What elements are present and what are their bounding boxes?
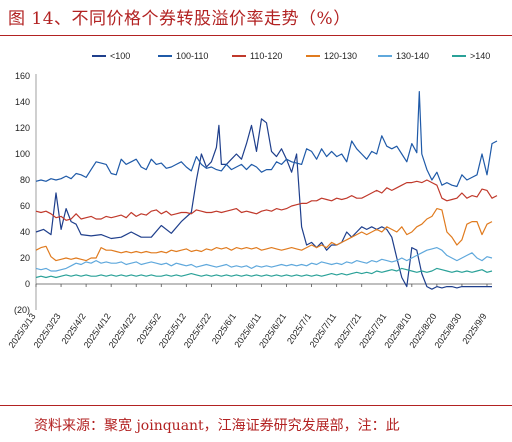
legend-label-1: 100-110 [176,51,208,61]
legend-label-2: 110-120 [250,51,282,61]
legend-label-3: 120-130 [324,51,357,61]
chart-legend: <100 100-110 110-120 120-130 130-140 >140 [92,51,490,61]
y-tick-label: 100 [15,149,30,159]
legend-label-4: 130-140 [396,51,429,61]
y-tick-label: 80 [20,175,30,185]
y-tick-label: (20) [14,305,30,315]
y-axis: (20) 0 20 40 60 80 100 120 140 160 [14,71,37,315]
y-tick-label: 120 [15,123,30,133]
figure-header: 图 14、不同价格个券转股溢价率走势（%） [0,0,512,36]
series-lines [35,91,498,290]
y-tick-label: 160 [15,71,30,81]
y-tick-label: 40 [20,227,30,237]
series-line-0 [35,118,492,290]
premium-rate-line-chart: <100 100-110 110-120 120-130 130-140 >140 (20… [6,51,498,350]
y-tick-label: 60 [20,201,30,211]
x-axis: 2025/3/132025/3/232025/4/22025/4/122025/… [6,283,492,350]
series-line-1 [35,91,498,188]
legend-label-0: <100 [110,51,130,61]
source-note: 资料来源：聚宽 joinquant，江海证券研究发展部，注：此 [34,418,400,434]
y-tick-label: 20 [20,253,30,263]
figure-title: 图 14、不同价格个券转股溢价率走势（%） [8,9,351,29]
series-line-5 [35,267,493,279]
y-tick-label: 0 [25,279,30,289]
figure-footer: 资料来源：聚宽 joinquant，江海证券研究发展部，注：此 [0,405,512,442]
series-line-4 [35,247,493,272]
legend-label-5: >140 [470,51,490,61]
series-line-2 [35,179,498,221]
series-line-3 [35,208,493,262]
y-tick-label: 140 [15,97,30,107]
x-tick-label: 2025/9/9 [460,311,488,345]
